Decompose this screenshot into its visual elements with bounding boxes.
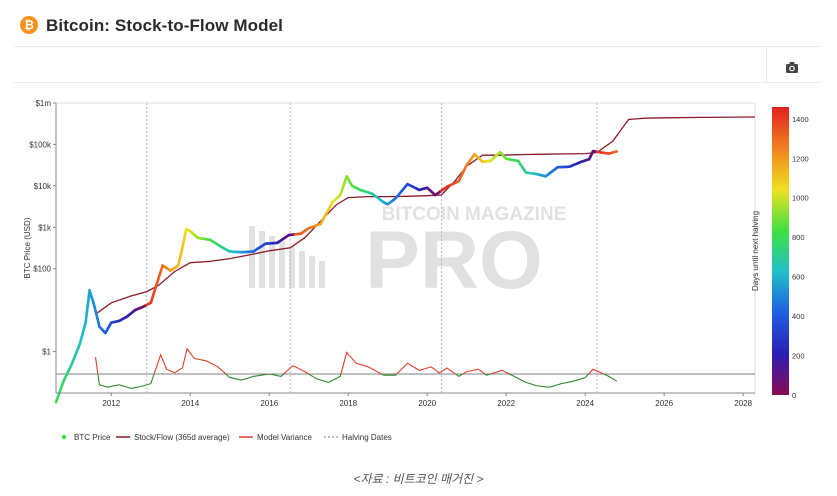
y-tick-label: $100 xyxy=(33,265,51,274)
toolbar-border-bottom xyxy=(14,82,822,83)
y-tick-label: $100k xyxy=(29,140,52,149)
toolbar-divider xyxy=(766,48,767,82)
y-axis-label: BTC Price (USD) xyxy=(23,217,32,278)
x-tick-label: 2020 xyxy=(418,399,436,408)
page-title: Bitcoin: Stock-to-Flow Model xyxy=(46,16,283,35)
watermark-line2: PRO xyxy=(365,215,543,306)
y-tick-label: $10k xyxy=(34,182,52,191)
chart-header: ₿ Bitcoin: Stock-to-Flow Model xyxy=(0,0,837,52)
x-tick-label: 2018 xyxy=(339,399,357,408)
colorbar-tick-label: 1400 xyxy=(792,115,809,124)
colorbar-tick-label: 0 xyxy=(792,391,796,400)
x-tick-label: 2012 xyxy=(102,399,120,408)
model-variance-line-negative xyxy=(97,374,618,389)
stock-to-flow-chart: BITCOIN MAGAZINE PRO $1m$100k$10k$1k$100… xyxy=(23,99,809,442)
axis-layer: $1m $100k $10k $1k $100 $1 BTC Price (USD) 2012… xyxy=(23,99,755,408)
model-variance-layer xyxy=(56,347,755,389)
y-tick-label: $1m xyxy=(35,99,51,108)
colorbar-tick-label: 400 xyxy=(792,312,805,321)
colorbar-tick-label: 600 xyxy=(792,273,805,282)
legend-entry: Stock/Flow (365d average) xyxy=(134,433,230,442)
camera-icon[interactable] xyxy=(780,58,804,78)
colorbar-bar xyxy=(772,107,789,395)
x-tick-label: 2014 xyxy=(181,399,199,408)
watermark-line1: BITCOIN MAGAZINE xyxy=(382,204,567,225)
model-variance-line-positive xyxy=(94,347,605,374)
colorbar-tick-label: 1000 xyxy=(792,194,809,203)
x-tick-label: 2028 xyxy=(734,399,752,408)
colorbar-axis-label: Days until next halving xyxy=(751,211,760,291)
colorbar: 0 200 400 600 800 1000 1200 1400 Days until next… xyxy=(751,107,809,400)
legend-swatch-btc-price xyxy=(61,434,67,440)
toolbar-border-top xyxy=(14,46,822,47)
colorbar-tick-label: 1200 xyxy=(792,154,809,163)
y-tick-label: $1k xyxy=(38,223,52,232)
y-tick-label: $1 xyxy=(42,348,51,357)
bitcoin-icon: ₿ xyxy=(20,16,38,34)
watermark-bars xyxy=(249,226,325,288)
legend-entry: Halving Dates xyxy=(342,433,392,442)
x-tick-label: 2022 xyxy=(497,399,515,408)
x-tick-label: 2016 xyxy=(260,399,278,408)
legend-entry: Model Variance xyxy=(257,433,313,442)
chart-frame: BITCOIN MAGAZINE PRO $1m $100k $10k $1k $100… xyxy=(14,83,822,458)
colorbar-tick-label: 800 xyxy=(792,233,805,242)
legend: BTC Price Stock/Flow (365d average) Model … xyxy=(61,433,392,442)
x-tick-label: 2024 xyxy=(576,399,594,408)
watermark: BITCOIN MAGAZINE PRO xyxy=(249,204,566,306)
legend-entry: BTC Price xyxy=(74,433,111,442)
x-tick-label: 2026 xyxy=(655,399,673,408)
colorbar-tick-label: 200 xyxy=(792,352,805,361)
source-caption: <자료 : 비트코인 매거진 > xyxy=(353,472,484,486)
btc-price-layer xyxy=(54,149,619,404)
